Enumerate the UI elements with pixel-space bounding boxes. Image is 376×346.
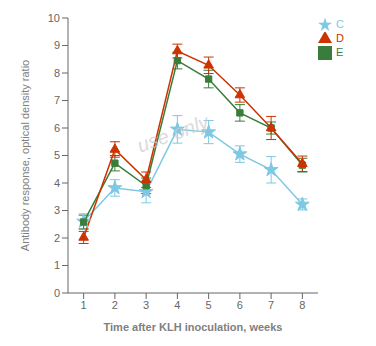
html-text:C: C bbox=[336, 18, 344, 30]
svg-text:10: 10 bbox=[48, 12, 60, 24]
svg-text:3: 3 bbox=[143, 299, 149, 311]
svg-text:5: 5 bbox=[206, 299, 212, 311]
svg-text:Time after KLH inoculation, we: Time after KLH inoculation, weeks bbox=[104, 321, 283, 333]
svg-text:7: 7 bbox=[54, 94, 60, 106]
svg-text:8: 8 bbox=[299, 299, 305, 311]
svg-text:3: 3 bbox=[54, 204, 60, 216]
svg-text:2: 2 bbox=[54, 232, 60, 244]
svg-text:4: 4 bbox=[174, 299, 180, 311]
svg-text:Antibody response, optical den: Antibody response, optical density ratio bbox=[19, 60, 31, 251]
html-text:D: D bbox=[336, 32, 344, 45]
html-text:use only: use only bbox=[134, 110, 212, 157]
svg-text:9: 9 bbox=[54, 39, 60, 51]
html-text:E: E bbox=[336, 46, 344, 59]
svg-text:1: 1 bbox=[81, 299, 87, 311]
svg-text:6: 6 bbox=[237, 299, 243, 311]
svg-text:6: 6 bbox=[54, 122, 60, 134]
svg-text:0: 0 bbox=[54, 287, 60, 299]
svg-text:2: 2 bbox=[112, 299, 118, 311]
svg-text:1: 1 bbox=[54, 259, 60, 271]
svg-text:4: 4 bbox=[54, 177, 60, 189]
svg-text:7: 7 bbox=[268, 299, 274, 311]
svg-text:5: 5 bbox=[54, 149, 60, 161]
svg-text:8: 8 bbox=[54, 67, 60, 79]
